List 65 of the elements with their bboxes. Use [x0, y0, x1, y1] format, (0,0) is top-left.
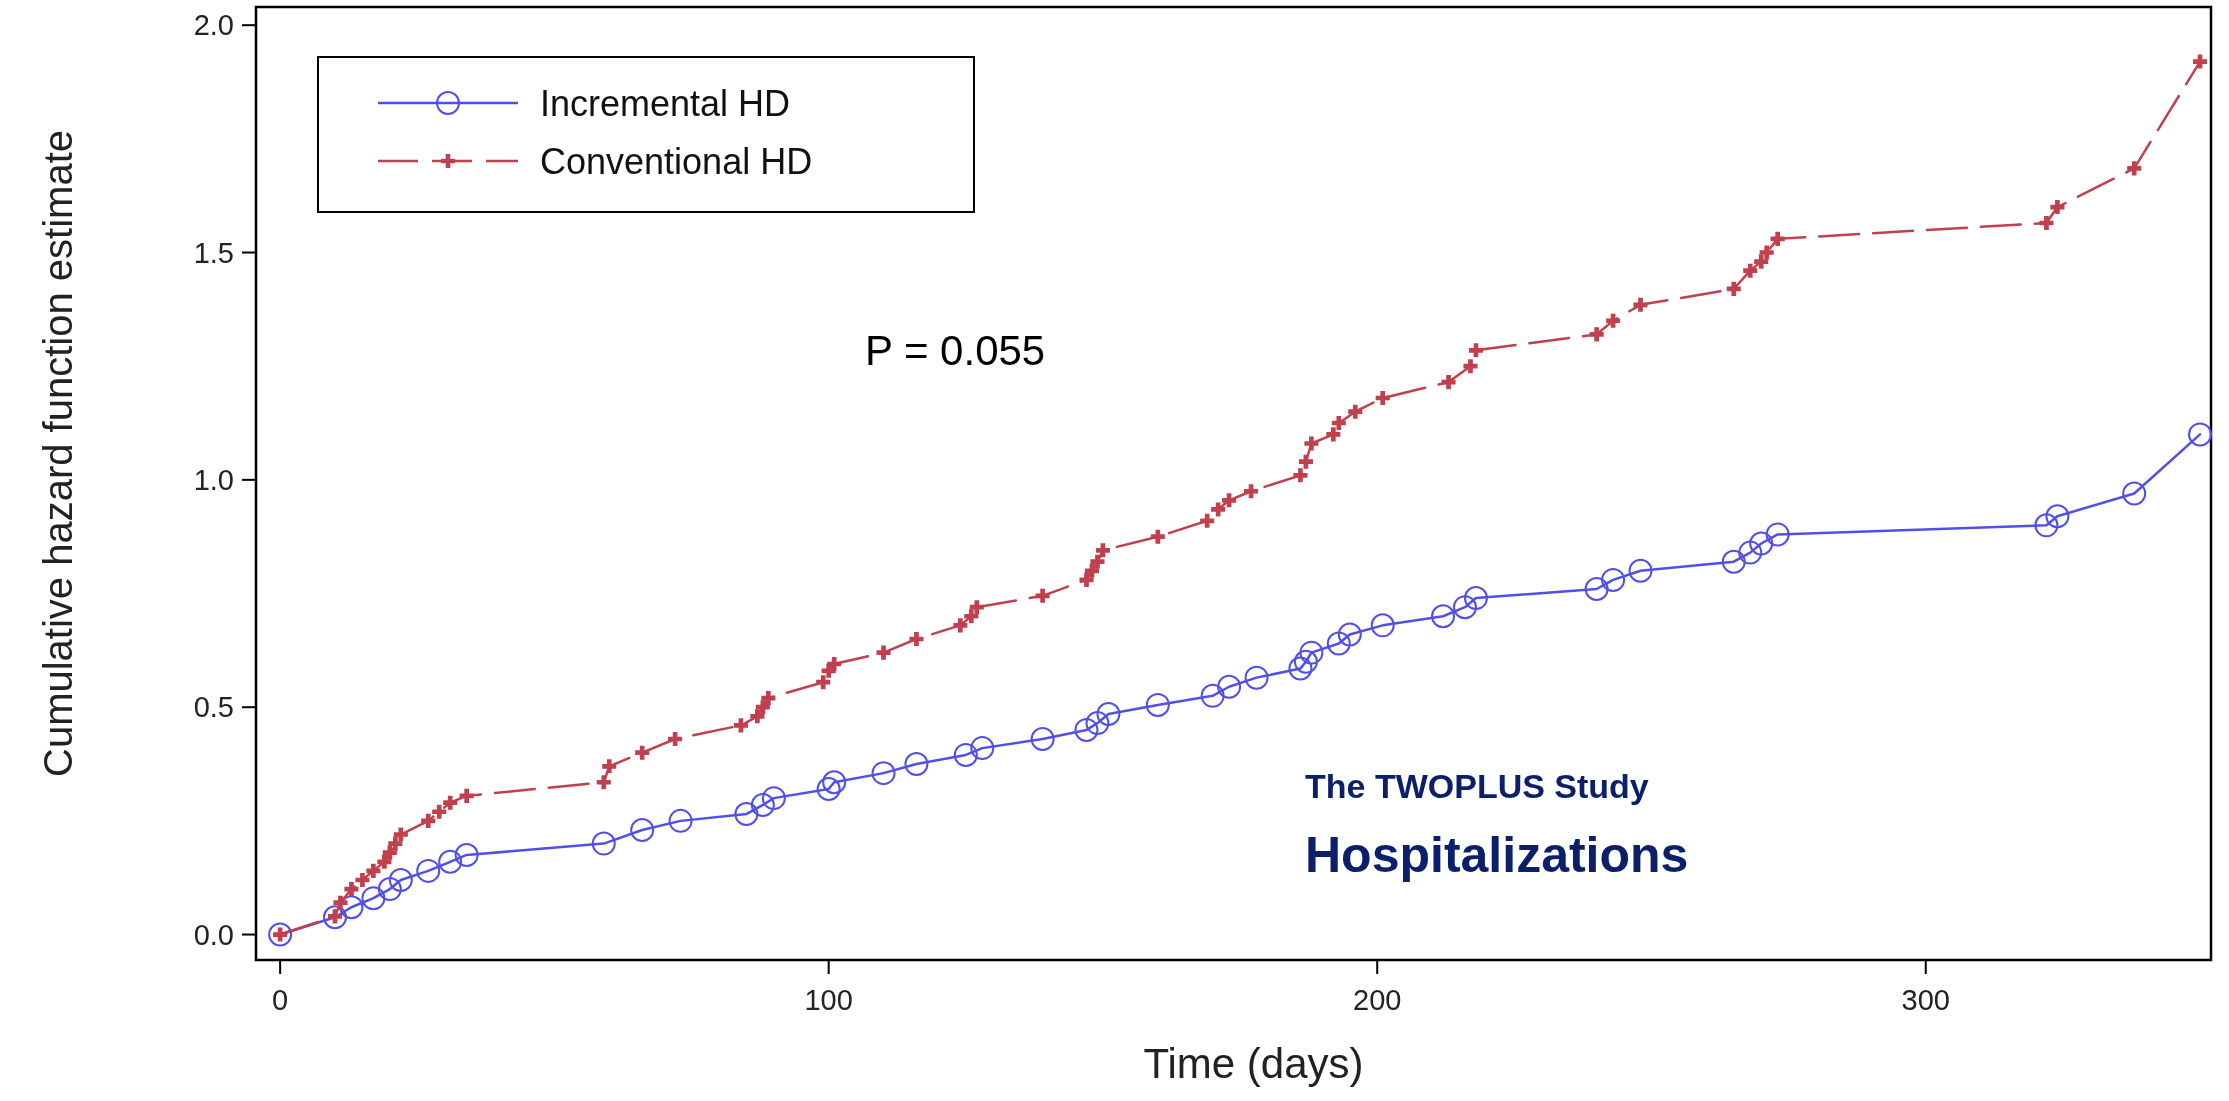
point — [2122, 481, 2147, 506]
point — [1244, 665, 1269, 690]
point — [2045, 504, 2070, 529]
point — [904, 752, 929, 777]
point — [970, 736, 995, 761]
point — [1738, 540, 1763, 565]
point — [416, 858, 441, 883]
point — [953, 742, 978, 767]
point — [1452, 595, 1477, 620]
point — [1096, 702, 1121, 727]
point — [2188, 422, 2213, 447]
point — [1765, 522, 1790, 547]
legend-label: Conventional HD — [540, 140, 813, 182]
y-axis-title: Cumulative hazard function estimate — [36, 130, 80, 777]
point — [1200, 683, 1225, 708]
point — [1463, 586, 1488, 611]
point — [1085, 711, 1110, 736]
y-tick-label: 0.5 — [193, 691, 234, 724]
x-tick-label: 300 — [1901, 984, 1950, 1016]
y-tick-label: 1.0 — [193, 464, 234, 497]
point — [377, 877, 402, 902]
y-tick-label: 1.5 — [193, 236, 234, 269]
point — [1584, 576, 1609, 601]
x-tick-label: 100 — [804, 984, 853, 1016]
point — [630, 817, 655, 842]
point — [822, 770, 847, 795]
point — [1288, 656, 1313, 681]
point — [438, 849, 463, 874]
point — [871, 761, 896, 786]
point — [1293, 649, 1318, 674]
point — [1299, 640, 1324, 665]
point — [1628, 558, 1653, 583]
point — [1337, 622, 1362, 647]
annotation: The TWOPLUS Study — [1305, 767, 1649, 805]
point — [1326, 631, 1351, 656]
point — [591, 831, 616, 856]
point — [668, 808, 693, 833]
point — [1370, 613, 1395, 638]
point — [750, 792, 775, 817]
point — [816, 777, 841, 802]
point — [361, 886, 386, 911]
point — [2034, 513, 2059, 538]
point — [322, 905, 347, 930]
point — [268, 922, 293, 947]
point — [454, 842, 479, 867]
x-tick-label: 0 — [272, 984, 289, 1016]
point — [388, 867, 413, 892]
point — [1431, 604, 1456, 629]
y-tick-label: 0.0 — [193, 918, 234, 951]
point — [761, 786, 786, 811]
point — [1721, 549, 1746, 574]
point — [734, 802, 759, 827]
x-tick-label: 200 — [1353, 984, 1402, 1016]
point — [1217, 674, 1242, 699]
point — [339, 895, 364, 920]
annotation: P = 0.055 — [865, 327, 1046, 374]
point — [1074, 717, 1099, 742]
y-tick-label: 2.0 — [193, 9, 234, 42]
point — [1749, 531, 1774, 556]
point — [1145, 692, 1170, 717]
annotation: Hospitalizations — [1305, 827, 1689, 883]
x-axis-title: Time (days) — [1143, 1040, 1364, 1087]
point — [1030, 727, 1055, 752]
legend-label: Incremental HD — [540, 82, 791, 124]
point — [1601, 567, 1626, 592]
